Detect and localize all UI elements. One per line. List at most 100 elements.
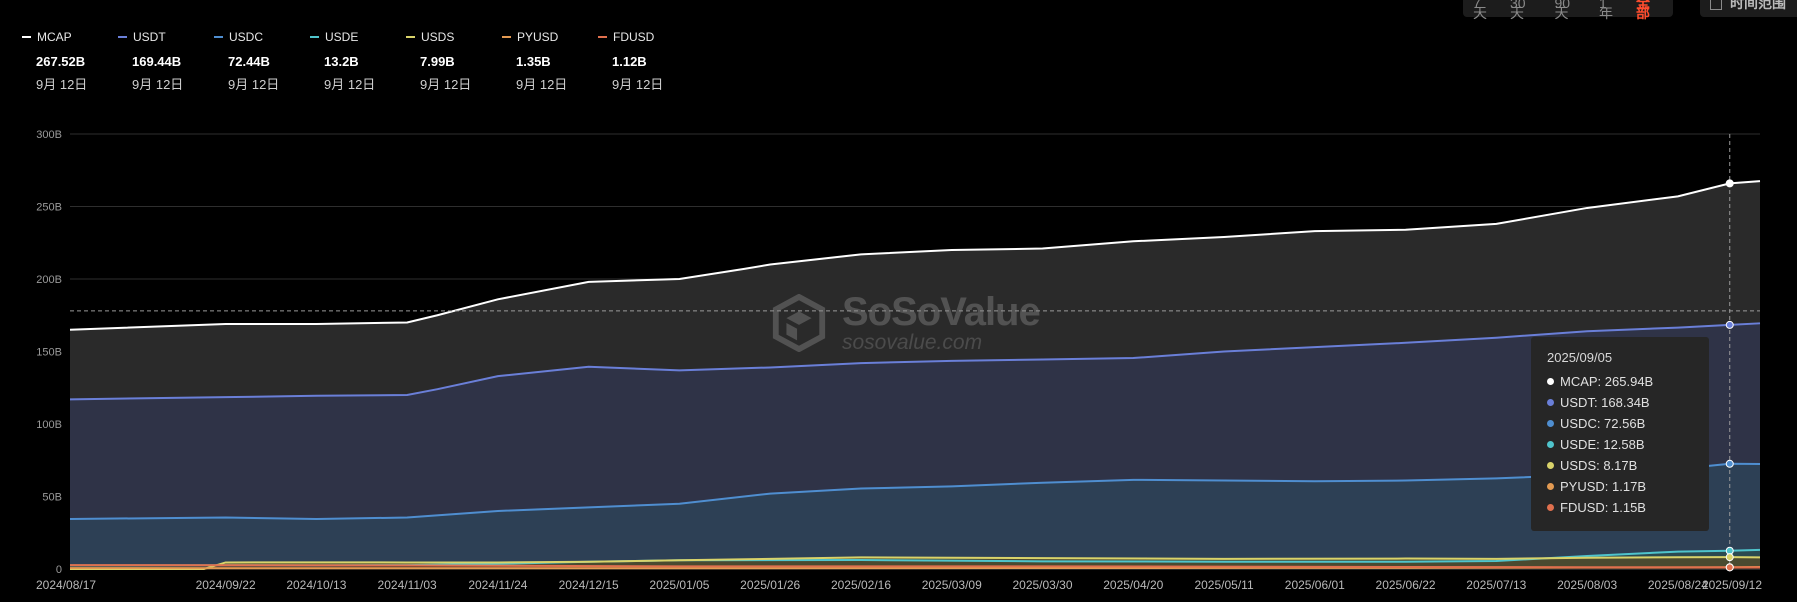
tooltip-row: USDC: 72.56B xyxy=(1547,413,1693,434)
series-area-usdc xyxy=(70,463,1760,569)
hover-point-usdc xyxy=(1725,459,1734,468)
tooltip-row: USDE: 12.58B xyxy=(1547,434,1693,455)
date-range-button[interactable]: 时间范围 xyxy=(1700,0,1797,17)
watermark: SoSoValue sosovalue.com xyxy=(770,290,1041,354)
legend-date: 9月 12日 xyxy=(516,77,568,92)
legend-swatch xyxy=(406,36,415,38)
legend-item-usdt[interactable]: USDT 169.44B 9月 12日 xyxy=(118,30,214,93)
hover-point-mcap xyxy=(1725,179,1734,188)
legend-item-usde[interactable]: USDE 13.2B 9月 12日 xyxy=(310,30,406,93)
y-tick-label: 0 xyxy=(56,564,62,576)
calendar-icon xyxy=(1710,0,1722,10)
tooltip-dot xyxy=(1547,399,1554,406)
hover-point-usds xyxy=(1725,553,1734,562)
legend-date: 9月 12日 xyxy=(612,77,664,92)
y-tick-label: 150B xyxy=(36,347,62,359)
x-tick-label: 2025/01/26 xyxy=(740,578,800,592)
x-tick-label: 2025/06/01 xyxy=(1285,578,1345,592)
legend-date: 9月 12日 xyxy=(132,77,184,92)
x-tick-label: 2025/06/22 xyxy=(1376,578,1436,592)
tooltip-row: USDT: 168.34B xyxy=(1547,392,1693,413)
x-tick-label: 2024/10/13 xyxy=(286,578,346,592)
legend: MCAP 267.52B 9月 12日 USDT 169.44B 9月 12日 … xyxy=(22,30,694,93)
tooltip-dot xyxy=(1547,441,1554,448)
watermark-url: sosovalue.com xyxy=(842,331,983,354)
legend-label: USDT xyxy=(133,30,166,44)
legend-value: 267.52B xyxy=(36,54,86,69)
legend-item-fdusd[interactable]: FDUSD 1.12B 9月 12日 xyxy=(598,30,694,93)
chart-tooltip: 2025/09/05 MCAP: 265.94B USDT: 168.34B U… xyxy=(1531,337,1709,531)
legend-date: 9月 12日 xyxy=(228,77,280,92)
legend-swatch xyxy=(214,36,223,38)
legend-value: 1.35B xyxy=(516,54,551,69)
legend-swatch xyxy=(22,36,31,38)
tooltip-row-text: USDT: 168.34B xyxy=(1560,395,1650,410)
legend-value: 7.99B xyxy=(420,54,455,69)
x-tick-label: 2025/04/20 xyxy=(1103,578,1163,592)
tooltip-dot xyxy=(1547,504,1554,511)
x-tick-label: 2025/03/30 xyxy=(1012,578,1072,592)
y-tick-label: 200B xyxy=(36,274,62,286)
time-range-selector: 7天 30天 90天 1年 全部 xyxy=(1463,0,1673,21)
tooltip-dot xyxy=(1547,378,1554,385)
x-tick-label: 2025/08/24 xyxy=(1648,578,1708,592)
tooltip-row: USDS: 8.17B xyxy=(1547,455,1693,476)
x-tick-label: 2025/09/12 xyxy=(1702,578,1762,592)
legend-swatch xyxy=(118,36,127,38)
date-range-label: 时间范围 xyxy=(1730,0,1786,11)
x-tick-label: 2025/07/13 xyxy=(1466,578,1526,592)
tooltip-row-text: USDS: 8.17B xyxy=(1560,458,1638,473)
y-tick-label: 50B xyxy=(42,492,62,504)
legend-value: 169.44B xyxy=(132,54,182,69)
legend-item-usds[interactable]: USDS 7.99B 9月 12日 xyxy=(406,30,502,93)
tooltip-row: PYUSD: 1.17B xyxy=(1547,476,1693,497)
tooltip-dot xyxy=(1547,483,1554,490)
x-tick-label: 2025/03/09 xyxy=(922,578,982,592)
x-tick-label: 2024/09/22 xyxy=(196,578,256,592)
x-tick-label: 2024/11/24 xyxy=(468,578,527,592)
legend-date: 9月 12日 xyxy=(36,77,88,92)
series-line-mcap xyxy=(69,180,1761,331)
legend-value: 72.44B xyxy=(228,54,270,69)
tooltip-dot xyxy=(1547,462,1554,469)
x-tick-label: 2025/08/03 xyxy=(1557,578,1617,592)
tooltip-row: MCAP: 265.94B xyxy=(1547,371,1693,392)
range-90d-button[interactable]: 90天 xyxy=(1554,0,1571,21)
legend-label: USDS xyxy=(421,30,455,44)
y-tick-label: 250B xyxy=(36,202,62,214)
legend-item-usdc[interactable]: USDC 72.44B 9月 12日 xyxy=(214,30,310,93)
legend-swatch xyxy=(598,36,607,38)
legend-value: 1.12B xyxy=(612,54,647,69)
x-tick-label: 2025/01/05 xyxy=(649,578,709,592)
range-30d-button[interactable]: 30天 xyxy=(1510,0,1526,21)
legend-swatch xyxy=(502,36,511,38)
tooltip-row-text: MCAP: 265.94B xyxy=(1560,374,1654,389)
watermark-brand: SoSoValue xyxy=(842,290,1041,334)
legend-label: MCAP xyxy=(37,30,72,44)
tooltip-row: FDUSD: 1.15B xyxy=(1547,497,1693,518)
legend-swatch xyxy=(310,36,319,38)
tooltip-row-text: USDE: 12.58B xyxy=(1560,437,1645,452)
y-tick-label: 300B xyxy=(36,129,62,141)
legend-date: 9月 12日 xyxy=(420,77,472,92)
range-all-button[interactable]: 全部 xyxy=(1636,0,1650,21)
legend-label: USDC xyxy=(229,30,264,44)
range-7d-button[interactable]: 7天 xyxy=(1473,0,1487,21)
range-1y-button[interactable]: 1年 xyxy=(1599,0,1613,21)
x-tick-label: 2024/12/15 xyxy=(559,578,619,592)
legend-label: PYUSD xyxy=(517,30,559,44)
legend-item-pyusd[interactable]: PYUSD 1.35B 9月 12日 xyxy=(502,30,598,93)
legend-label: FDUSD xyxy=(613,30,655,44)
tooltip-dot xyxy=(1547,420,1554,427)
tooltip-row-text: PYUSD: 1.17B xyxy=(1560,479,1646,494)
y-tick-label: 100B xyxy=(36,419,62,431)
x-tick-label: 2024/11/03 xyxy=(378,578,437,592)
x-tick-label: 2025/05/11 xyxy=(1194,578,1253,592)
legend-item-mcap[interactable]: MCAP 267.52B 9月 12日 xyxy=(22,30,118,93)
sosovalue-logo-icon xyxy=(772,294,826,352)
tooltip-date: 2025/09/05 xyxy=(1547,350,1613,365)
hover-point-usdt xyxy=(1725,320,1734,329)
legend-value: 13.2B xyxy=(324,54,359,69)
tooltip-row-text: USDC: 72.56B xyxy=(1560,416,1646,431)
